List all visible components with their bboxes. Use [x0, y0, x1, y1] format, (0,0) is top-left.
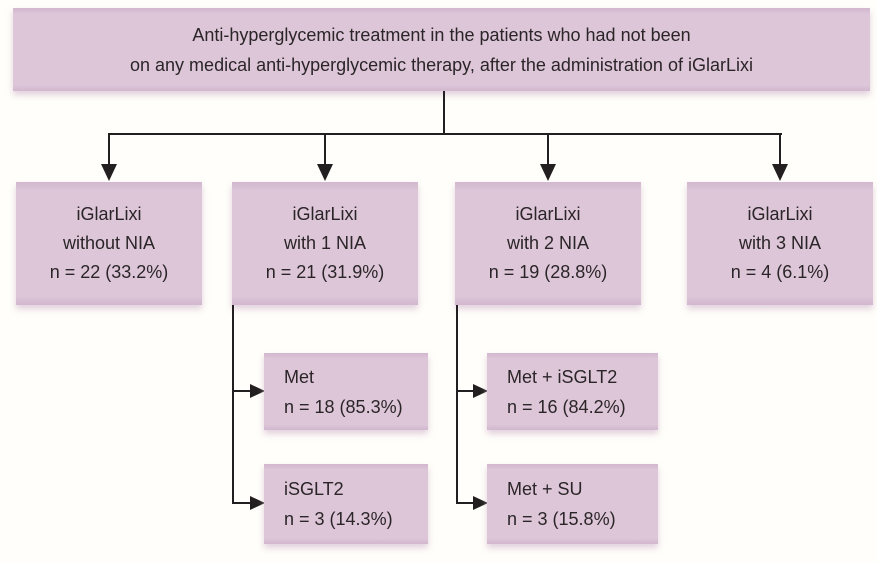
root-title-line2: on any medical anti-hyperglycemic therap… — [130, 54, 753, 75]
arrow-down-icon — [772, 164, 788, 181]
leaf-count: n = 16 (84.2%) — [507, 396, 626, 417]
leaf-count: n = 3 (14.3%) — [284, 509, 393, 529]
branch-regimen: with 3 NIA — [738, 233, 822, 253]
arrow-right-icon — [250, 384, 265, 398]
leaf-label: Met + SU — [507, 479, 583, 499]
connector-trunk — [443, 91, 445, 135]
branch-drug: iGlarLixi — [515, 204, 581, 224]
branch-regimen: with 1 NIA — [283, 233, 367, 253]
branch-drug: iGlarLixi — [76, 204, 142, 224]
leaf-box-met-su: Met + SU n = 3 (15.8%) — [487, 464, 658, 544]
leaf-box-met: Met n = 18 (85.3%) — [264, 353, 428, 430]
arrow-down-icon — [101, 164, 117, 181]
connector-drop-3 — [547, 133, 549, 166]
branch-box-with-3-nia: iGlarLixi with 3 NIA n = 4 (6.1%) — [687, 182, 873, 305]
connector-horizontal — [108, 133, 782, 135]
arrow-down-icon — [317, 164, 333, 181]
root-title-line1: Anti-hyperglycemic treatment in the pati… — [192, 24, 691, 45]
connector-subtree-2-branch-2 — [456, 502, 475, 504]
leaf-count: n = 18 (85.3%) — [284, 396, 403, 417]
arrow-down-icon — [540, 164, 556, 181]
branch-box-with-1-nia: iGlarLixi with 1 NIA n = 21 (31.9%) — [232, 182, 418, 305]
connector-drop-2 — [324, 133, 326, 166]
connector-drop-4 — [779, 133, 781, 166]
leaf-count: n = 3 (15.8%) — [507, 509, 616, 529]
connector-subtree-2-vertical — [456, 305, 458, 504]
arrow-right-icon — [473, 496, 488, 510]
branch-box-with-2-nia: iGlarLixi with 2 NIA n = 19 (28.8%) — [455, 182, 641, 305]
branch-box-without-nia: iGlarLixi without NIA n = 22 (33.2%) — [16, 182, 202, 305]
branch-count: n = 22 (33.2%) — [49, 262, 169, 282]
branch-count: n = 19 (28.8%) — [488, 262, 608, 282]
connector-subtree-1-vertical — [232, 305, 234, 504]
arrow-right-icon — [250, 496, 265, 510]
arrow-right-icon — [473, 384, 488, 398]
branch-drug: iGlarLixi — [747, 204, 813, 224]
branch-drug: iGlarLixi — [292, 204, 358, 224]
root-box: Anti-hyperglycemic treatment in the pati… — [13, 8, 870, 91]
branch-regimen: with 2 NIA — [506, 233, 590, 253]
branch-count: n = 21 (31.9%) — [265, 262, 385, 282]
leaf-box-met-isglt2: Met + iSGLT2 n = 16 (84.2%) — [487, 353, 658, 430]
leaf-label: Met + iSGLT2 — [507, 366, 618, 387]
connector-subtree-1-branch-1 — [232, 390, 252, 392]
branch-count: n = 4 (6.1%) — [730, 262, 830, 282]
connector-drop-1 — [108, 133, 110, 166]
connector-subtree-2-branch-1 — [456, 390, 475, 392]
branch-regimen: without NIA — [62, 233, 156, 253]
leaf-box-isglt2: iSGLT2 n = 3 (14.3%) — [264, 464, 428, 544]
leaf-label: Met — [284, 366, 315, 387]
connector-subtree-1-branch-2 — [232, 502, 252, 504]
leaf-label: iSGLT2 — [284, 479, 344, 499]
